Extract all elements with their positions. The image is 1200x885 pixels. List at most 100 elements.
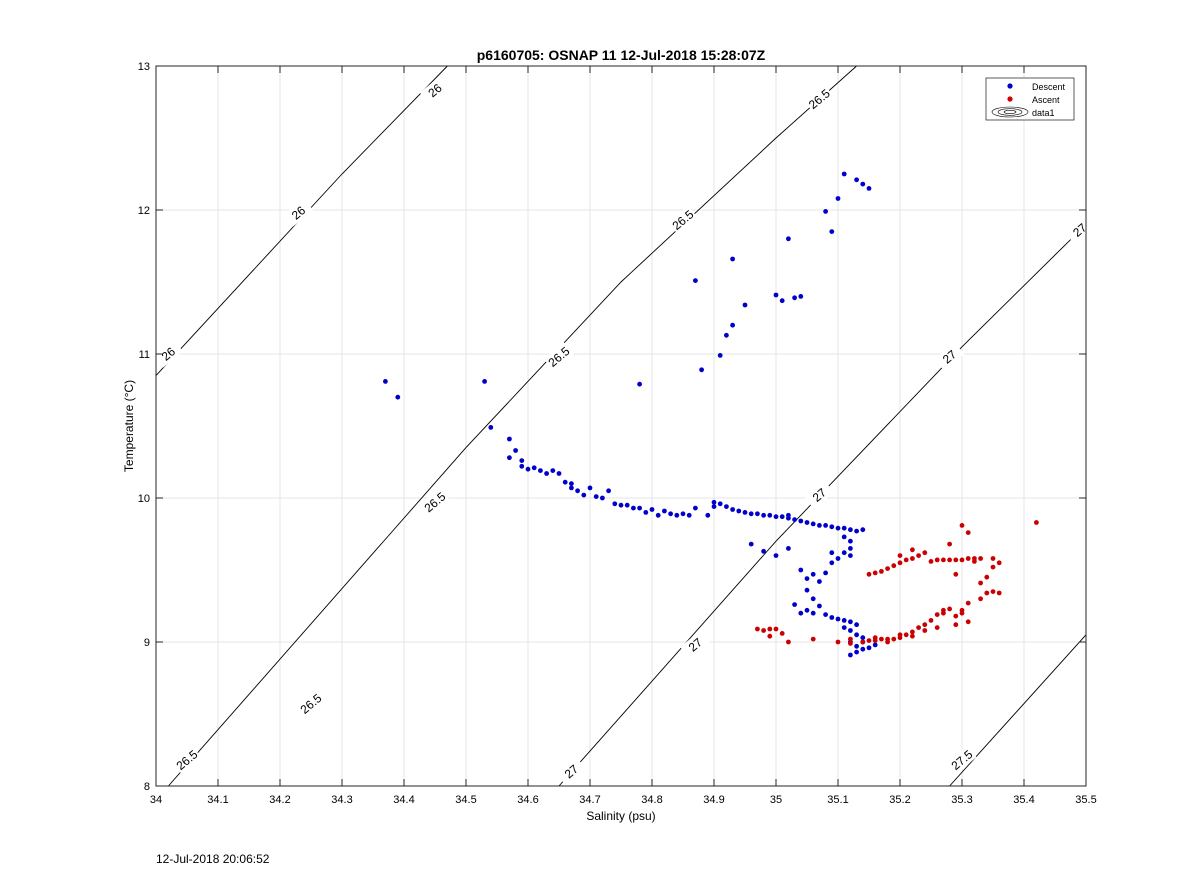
ascent-point <box>761 628 766 633</box>
ascent-point <box>885 566 890 571</box>
descent-point <box>823 612 828 617</box>
descent-point <box>587 485 593 491</box>
descent-point <box>513 448 518 453</box>
x-tick-label: 34.8 <box>641 794 662 806</box>
ascent-point <box>848 636 853 642</box>
descent-point <box>550 468 556 473</box>
contour-label: 27 <box>1064 215 1095 244</box>
descent-point <box>674 512 680 518</box>
contour-label-bg <box>946 745 977 774</box>
descent-point <box>693 505 698 511</box>
descent-point <box>730 507 735 512</box>
descent-point <box>773 514 779 520</box>
y-axis-label: Temperature (°C) <box>122 380 136 472</box>
x-tick-label: 35.1 <box>827 794 848 806</box>
ascent-point <box>959 523 965 528</box>
descent-point <box>569 485 574 491</box>
plot-area <box>156 66 1086 786</box>
x-tick-label: 34.4 <box>393 794 414 806</box>
descent-point <box>792 295 797 301</box>
ascent-point <box>990 564 996 570</box>
descent-point <box>872 642 878 648</box>
descent-point <box>693 278 698 283</box>
legend-label-ascent: Ascent <box>1032 95 1060 105</box>
legend: Descent Ascent data1 <box>985 77 1075 121</box>
descent-point <box>823 570 828 576</box>
descent-point <box>525 466 531 472</box>
descent-point <box>848 619 853 625</box>
ascent-point <box>872 635 878 641</box>
descent-point <box>866 186 872 191</box>
descent-point <box>848 652 853 658</box>
descent-point <box>643 510 649 515</box>
descent-point <box>854 622 859 628</box>
x-tick-label: 35.3 <box>951 794 972 806</box>
contour-label: 27 <box>804 480 834 509</box>
descent-point <box>773 553 779 558</box>
ascent-point <box>755 626 760 632</box>
descent-point <box>848 628 853 633</box>
ascent-point <box>922 550 928 556</box>
ascent-point <box>848 641 853 646</box>
descent-point <box>860 635 866 641</box>
ascent-point <box>879 569 884 574</box>
isopycnal-26.5 <box>168 65 857 787</box>
x-tick-label: 34.2 <box>269 794 290 806</box>
descent-point <box>717 501 723 507</box>
axes-box <box>155 65 1087 787</box>
ascent-point <box>897 553 903 558</box>
descent-point <box>482 379 487 384</box>
descent-point <box>556 471 562 476</box>
ascent-point <box>978 580 983 586</box>
ascent-point <box>810 636 816 642</box>
descent-point <box>686 512 692 518</box>
descent-point <box>810 596 816 602</box>
x-tick-label: 34.1 <box>207 794 228 806</box>
legend-contour-icon <box>991 106 1029 118</box>
isopycnal-27.5 <box>949 634 1087 787</box>
contour-label-bg <box>1064 215 1095 244</box>
ascent-point <box>786 639 791 645</box>
ascent-point <box>990 556 996 561</box>
descent-point <box>606 488 611 494</box>
ascent-point <box>934 612 940 617</box>
descent-point <box>668 511 673 517</box>
ascent-point <box>959 610 965 616</box>
contour-label-bg <box>804 480 834 509</box>
ascent-point <box>996 560 1002 566</box>
descent-point <box>581 492 587 498</box>
descent-point <box>761 512 766 518</box>
y-tick-label: 12 <box>138 205 150 217</box>
y-tick-label: 8 <box>144 781 150 793</box>
descent-point <box>531 465 537 471</box>
descent-point <box>841 550 847 556</box>
ascent-point <box>965 619 971 625</box>
descent-point <box>649 507 655 512</box>
descent-point <box>810 571 816 577</box>
y-tick-label: 13 <box>138 61 150 73</box>
ascent-point <box>953 613 959 619</box>
descent-point <box>562 479 568 485</box>
y-tick-label: 11 <box>139 349 150 361</box>
contour-label: 27 <box>680 630 710 659</box>
chart-title: p6160705: OSNAP 11 12-Jul-2018 15:28:07Z <box>477 47 766 63</box>
ascent-point <box>947 606 952 612</box>
descent-point <box>854 177 859 183</box>
ascent-point <box>773 626 779 632</box>
descent-point <box>711 499 717 505</box>
density-contours <box>155 65 1087 787</box>
descent-point <box>823 523 828 528</box>
legend-marker-descent <box>1007 83 1013 89</box>
ascent-point <box>872 570 878 576</box>
ascent-point <box>910 633 915 639</box>
descent-point <box>854 643 859 649</box>
ascent-point <box>922 628 928 633</box>
descent-point <box>742 510 748 515</box>
descent-point <box>798 294 804 299</box>
descent-point <box>829 524 835 530</box>
descent-point <box>730 256 735 262</box>
descent-point <box>848 538 853 544</box>
contour-label: 27 <box>556 757 586 786</box>
ascent-point <box>978 596 983 602</box>
descent-point <box>779 514 785 520</box>
